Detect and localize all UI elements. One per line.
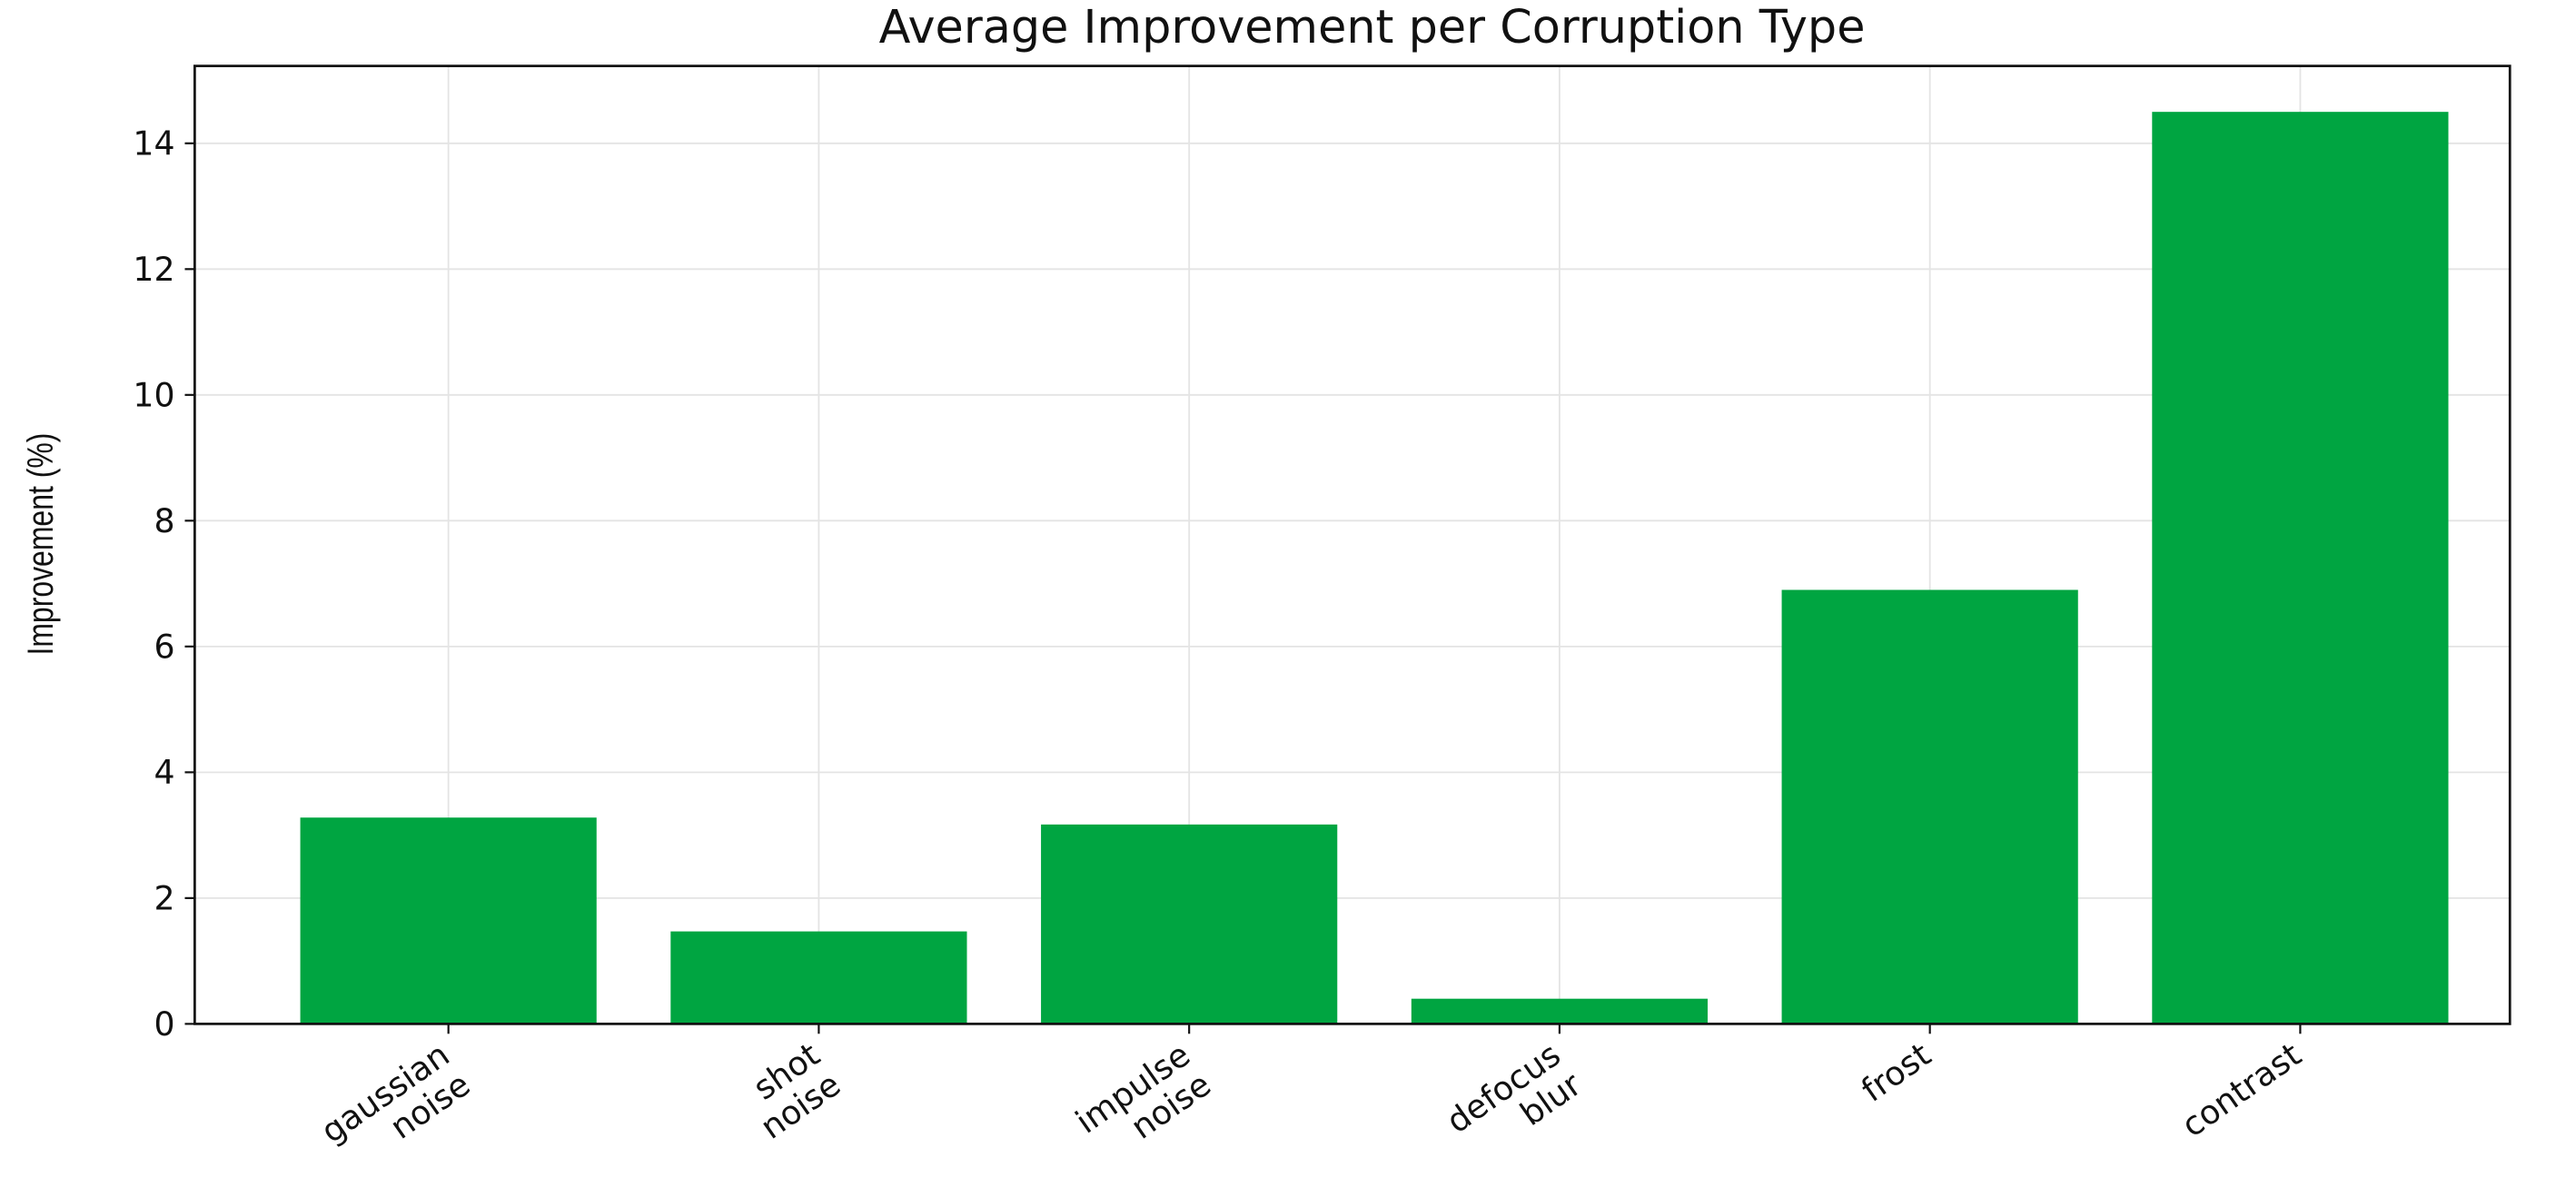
y-tick-label: 0 xyxy=(154,1004,174,1044)
x-tick-label: gaussiannoise xyxy=(314,1034,478,1181)
bar xyxy=(2152,112,2449,1024)
y-axis-label: Improvement (%) xyxy=(20,433,61,656)
bar xyxy=(670,931,967,1024)
bar xyxy=(1781,589,2078,1024)
y-tick-label: 8 xyxy=(154,501,174,540)
y-tick-label: 12 xyxy=(133,250,174,289)
x-tick-label: shotnoise xyxy=(732,1034,847,1146)
x-tick-label: defocusblur xyxy=(1440,1034,1589,1171)
bar xyxy=(1041,824,1338,1024)
plot-frame xyxy=(193,64,2512,1025)
x-tick-label: frost xyxy=(1854,1034,1937,1109)
bar xyxy=(300,817,597,1024)
y-tick-label: 14 xyxy=(133,124,174,163)
chart-title: Average Improvement per Corruption Type xyxy=(879,0,1866,54)
y-tick-label: 6 xyxy=(154,628,174,667)
bar xyxy=(1411,998,1709,1024)
y-tick-label: 10 xyxy=(133,376,174,415)
y-tick-label: 4 xyxy=(154,753,174,792)
x-tick-label: impulsenoise xyxy=(1068,1034,1218,1171)
bars xyxy=(300,112,2449,1024)
y-tick-label: 2 xyxy=(154,879,174,918)
x-tick-label: contrast xyxy=(2175,1034,2308,1144)
